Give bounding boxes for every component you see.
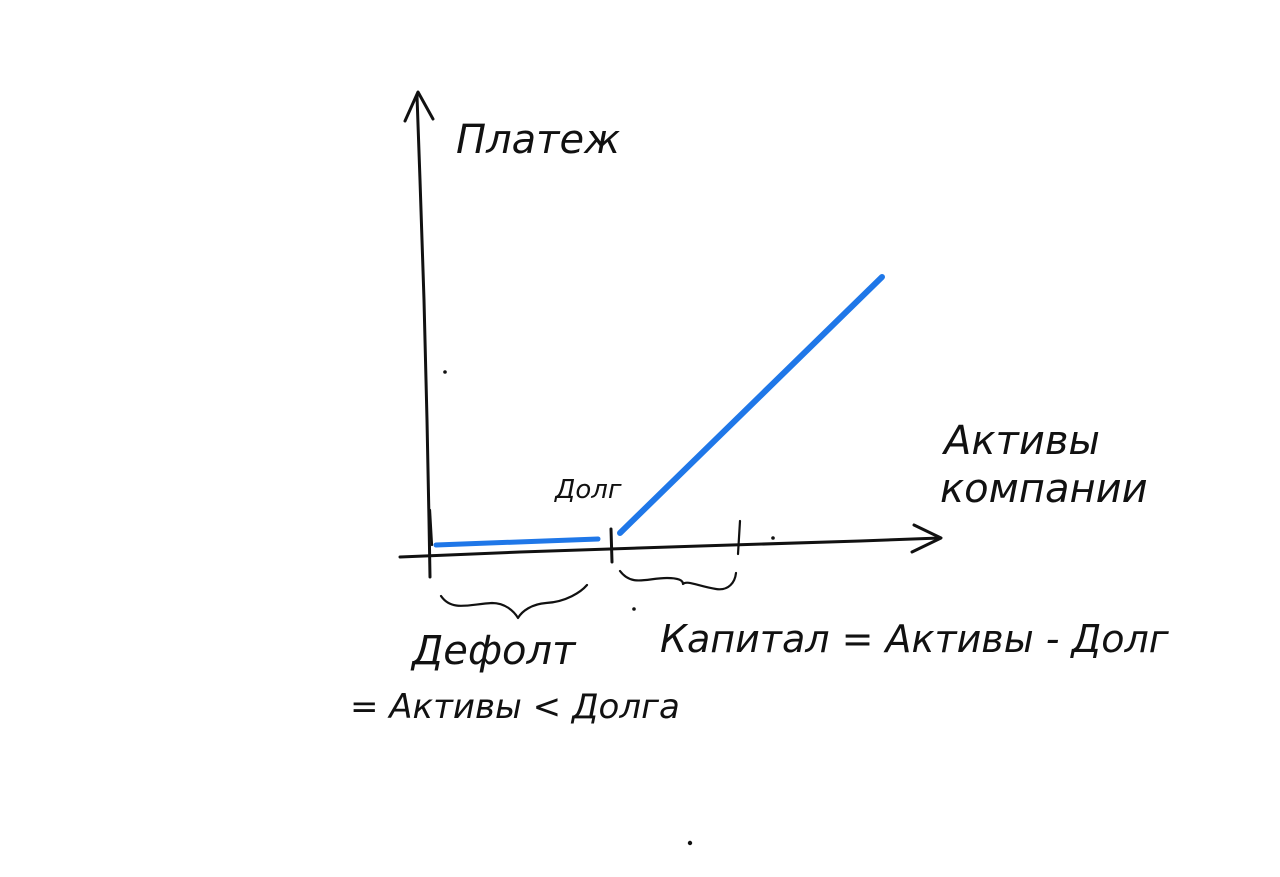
x-axis	[398, 523, 943, 559]
debt-tick	[609, 527, 614, 564]
default-annotation-line-2: = Активы < Долга	[350, 687, 680, 727]
payoff-series	[433, 274, 885, 548]
x-axis-label-line-1: Активы	[941, 418, 1100, 464]
ink-dot	[443, 370, 447, 374]
default-annotation-line-1: Дефолт	[410, 628, 577, 674]
y-axis-arrow	[403, 90, 435, 123]
ink-dot	[687, 840, 693, 846]
ink-dot	[771, 536, 775, 540]
equity-annotation: Капитал = Активы - Долг	[660, 617, 1170, 661]
origin-tick	[428, 508, 434, 547]
equity-brace	[618, 569, 738, 591]
y-axis-line	[415, 94, 432, 579]
y-axis	[403, 90, 435, 579]
x-axis-arrow	[910, 523, 943, 554]
payoff-segment-equity	[617, 274, 885, 536]
ink-dot	[632, 607, 636, 611]
payoff-segment-default	[433, 536, 601, 548]
debt-tick-label: Долг	[554, 475, 622, 505]
x-axis-line	[398, 536, 942, 559]
y-axis-label: Платеж	[456, 117, 620, 163]
x-axis-label-line-2: компании	[940, 466, 1148, 512]
right-tick	[736, 519, 742, 556]
default-brace	[439, 583, 589, 620]
